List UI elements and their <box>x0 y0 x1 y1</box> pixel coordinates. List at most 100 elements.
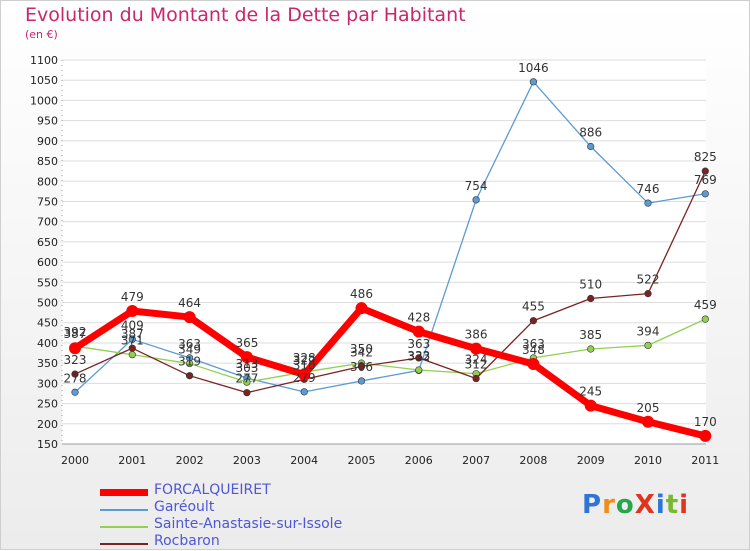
series-line-0 <box>73 304 707 440</box>
logo-letter: i <box>655 490 666 520</box>
data-point <box>71 370 79 378</box>
data-label: 312 <box>465 358 488 372</box>
data-label: 349 <box>178 343 201 357</box>
data-point <box>240 351 253 364</box>
x-tick-label: 2002 <box>176 454 204 467</box>
data-label: 385 <box>579 328 602 342</box>
legend-label: Sainte-Anastasie-sur-Issole <box>154 516 343 532</box>
chart-subtitle: (en €) <box>25 28 58 41</box>
data-label: 279 <box>293 371 316 385</box>
y-tick-label: 850 <box>37 155 58 168</box>
data-label: 310 <box>293 358 316 372</box>
data-point <box>529 317 538 325</box>
data-point <box>699 429 712 442</box>
legend-swatch <box>100 489 148 496</box>
data-point <box>472 196 480 204</box>
data-point <box>584 399 597 412</box>
data-point <box>243 378 251 386</box>
y-tick-label: 950 <box>37 115 58 128</box>
legend-label: Rocbaron <box>154 533 220 549</box>
data-point <box>587 294 595 303</box>
x-tick-label: 2001 <box>118 454 146 467</box>
y-tick-label: 300 <box>37 377 58 390</box>
data-label: 313 <box>235 357 258 371</box>
data-label: 363 <box>522 337 545 351</box>
proxiti-logo: ProXiti <box>582 490 689 520</box>
data-label: 306 <box>350 360 373 374</box>
data-label: 522 <box>637 273 660 287</box>
y-tick-label: 750 <box>37 195 58 208</box>
logo-letter: t <box>665 490 680 520</box>
data-point <box>186 372 194 380</box>
data-label: 324 <box>465 353 488 367</box>
logo-letter: i <box>679 490 690 520</box>
series-line-1 <box>74 81 706 393</box>
data-label: 769 <box>694 173 717 187</box>
x-tick-label: 2009 <box>577 454 605 467</box>
data-label: 348 <box>522 343 545 357</box>
data-label: 386 <box>465 328 488 342</box>
data-label: 387 <box>64 327 87 341</box>
data-point <box>644 290 652 298</box>
data-point <box>644 199 652 207</box>
data-label: 1046 <box>518 61 549 75</box>
data-point <box>126 305 139 318</box>
data-label: 486 <box>350 287 373 301</box>
data-label: 459 <box>694 298 717 312</box>
data-label: 245 <box>579 385 602 399</box>
data-label: 328 <box>293 351 316 365</box>
y-tick-label: 900 <box>37 135 58 148</box>
data-label: 332 <box>407 349 430 363</box>
y-tick-label: 1000 <box>30 94 58 107</box>
data-point <box>128 344 136 352</box>
data-label: 363 <box>407 337 430 351</box>
series-line-3 <box>74 170 706 394</box>
data-label: 319 <box>178 355 201 369</box>
data-point <box>701 315 709 323</box>
data-point <box>529 78 538 86</box>
data-point <box>412 325 425 338</box>
data-point <box>470 342 483 355</box>
data-label: 746 <box>637 182 660 196</box>
y-tick-label: 400 <box>37 337 58 350</box>
data-label: 825 <box>694 150 717 164</box>
data-label: 886 <box>579 126 602 140</box>
data-point <box>472 374 480 383</box>
y-tick-label: 650 <box>37 236 58 249</box>
data-label: 479 <box>121 290 144 304</box>
legend-label: FORCALQUEIRET <box>154 482 271 498</box>
data-label: 510 <box>579 277 602 291</box>
data-label: 394 <box>637 324 660 338</box>
data-label: 371 <box>121 334 144 348</box>
data-label: 409 <box>121 318 144 332</box>
data-point <box>527 357 540 370</box>
y-tick-label: 350 <box>37 357 58 370</box>
y-tick-label: 450 <box>37 317 58 330</box>
data-point <box>587 142 595 151</box>
series-line-2 <box>74 318 706 383</box>
data-point <box>69 342 81 355</box>
data-label: 455 <box>522 300 545 314</box>
legend-swatch <box>100 509 148 511</box>
data-label: 278 <box>64 371 87 385</box>
data-point <box>644 341 652 349</box>
data-label: 363 <box>178 337 201 351</box>
logo-letter: o <box>615 490 635 520</box>
data-point <box>186 359 194 368</box>
data-label: 342 <box>350 345 373 359</box>
data-label: 387 <box>121 327 144 341</box>
data-point <box>357 362 366 370</box>
data-label: 428 <box>407 311 430 325</box>
data-label: 322 <box>293 353 316 367</box>
data-label: 350 <box>350 342 373 356</box>
x-tick-label: 2011 <box>691 454 719 467</box>
data-point <box>701 190 709 198</box>
data-label: 303 <box>235 361 258 375</box>
data-label: 464 <box>178 296 201 310</box>
y-tick-label: 1050 <box>30 74 58 87</box>
logo-letter: r <box>602 490 616 520</box>
chart-title: Evolution du Montant de la Dette par Hab… <box>25 4 466 26</box>
data-label: 323 <box>64 353 87 367</box>
data-point <box>183 311 196 324</box>
